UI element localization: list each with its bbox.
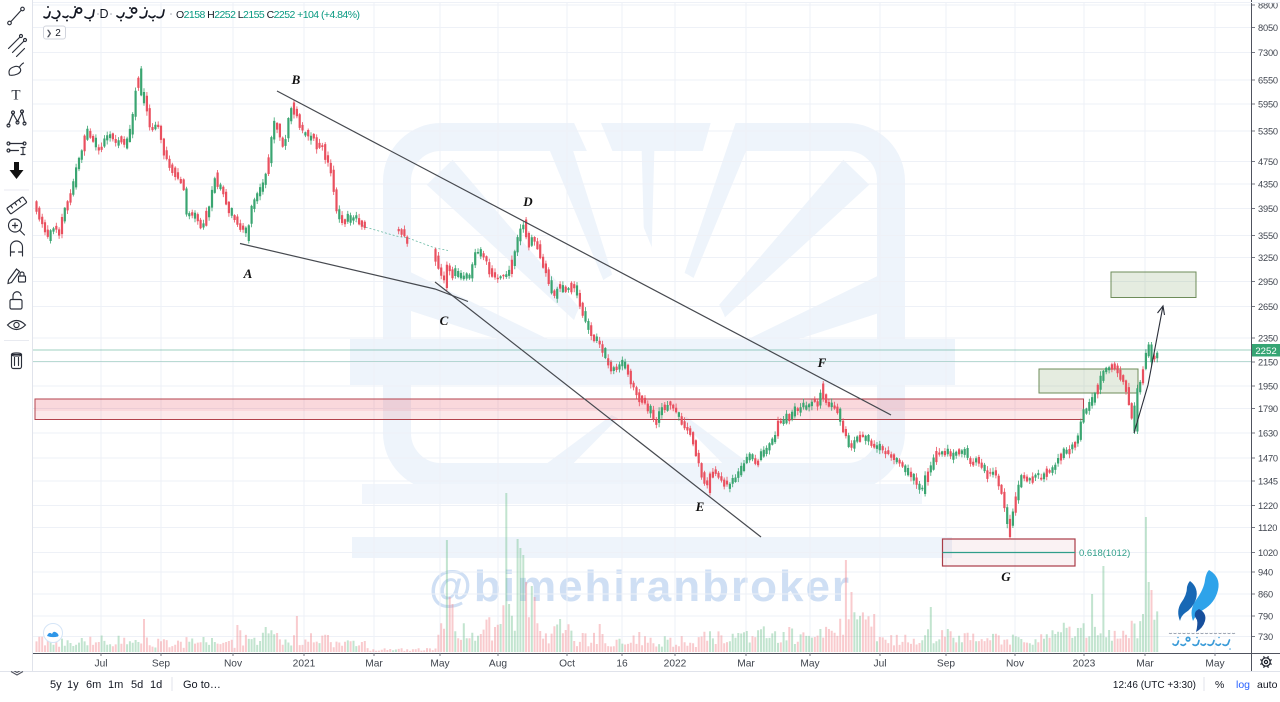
svg-text:3250: 3250 xyxy=(1258,253,1278,263)
svg-text:auto: auto xyxy=(1257,679,1278,691)
svg-text:D: D xyxy=(522,194,533,209)
svg-text:Sep: Sep xyxy=(152,659,170,670)
svg-text:16: 16 xyxy=(616,659,628,670)
svg-text:5350: 5350 xyxy=(1258,126,1278,136)
svg-text:0.618(1012): 0.618(1012) xyxy=(1079,548,1130,559)
svg-text:5950: 5950 xyxy=(1258,99,1278,109)
svg-text:2023: 2023 xyxy=(1073,659,1096,670)
svg-text:Nov: Nov xyxy=(1006,659,1025,670)
svg-text:2022: 2022 xyxy=(664,659,687,670)
svg-text:5d: 5d xyxy=(131,679,143,691)
svg-text:E: E xyxy=(695,499,705,514)
svg-text:6550: 6550 xyxy=(1258,75,1278,85)
svg-text:B: B xyxy=(291,72,301,87)
svg-text:730: 730 xyxy=(1258,632,1273,642)
svg-text:940: 940 xyxy=(1258,567,1273,577)
svg-text:3550: 3550 xyxy=(1258,231,1278,241)
svg-text:8050: 8050 xyxy=(1258,23,1278,33)
svg-text:Nov: Nov xyxy=(224,659,243,670)
svg-text:Go to…: Go to… xyxy=(183,679,221,691)
svg-text:1950: 1950 xyxy=(1258,381,1278,391)
svg-text:1m: 1m xyxy=(108,679,123,691)
svg-text:A: A xyxy=(243,266,253,281)
svg-text:8800: 8800 xyxy=(1258,0,1278,10)
svg-text:1d: 1d xyxy=(150,679,162,691)
svg-text:3950: 3950 xyxy=(1258,204,1278,214)
svg-text:2650: 2650 xyxy=(1258,302,1278,312)
svg-text:May: May xyxy=(1205,659,1225,670)
svg-text:2: 2 xyxy=(55,28,61,39)
svg-text:1220: 1220 xyxy=(1258,501,1278,511)
svg-text:790: 790 xyxy=(1258,611,1273,621)
svg-text:May: May xyxy=(800,659,820,670)
svg-text:1020: 1020 xyxy=(1258,548,1278,558)
svg-text:2252: 2252 xyxy=(1255,346,1276,357)
svg-text:@bimehiranbroker: @bimehiranbroker xyxy=(429,562,851,611)
svg-text:1630: 1630 xyxy=(1258,428,1278,438)
svg-text:F: F xyxy=(817,355,827,370)
svg-text:D: D xyxy=(99,7,108,21)
svg-text:Jul: Jul xyxy=(873,659,886,670)
svg-text:Aug: Aug xyxy=(489,659,507,670)
svg-text:5y: 5y xyxy=(50,679,62,691)
svg-text:O2158 H2252 L2155 C2252 +104 (: O2158 H2252 L2155 C2252 +104 (+4.84%) xyxy=(176,9,360,21)
svg-text:Oct: Oct xyxy=(559,659,575,670)
svg-text:4750: 4750 xyxy=(1258,157,1278,167)
svg-text:4350: 4350 xyxy=(1258,179,1278,189)
svg-text:Mar: Mar xyxy=(365,659,383,670)
svg-text:2150: 2150 xyxy=(1258,357,1278,367)
svg-text:12:46 (UTC +3:30): 12:46 (UTC +3:30) xyxy=(1113,680,1196,691)
svg-text:1470: 1470 xyxy=(1258,453,1278,463)
svg-text:G: G xyxy=(1001,569,1011,584)
svg-text:Sep: Sep xyxy=(937,659,955,670)
svg-text:2950: 2950 xyxy=(1258,277,1278,287)
svg-text:T: T xyxy=(11,88,20,104)
svg-text:7300: 7300 xyxy=(1258,48,1278,58)
svg-text:1345: 1345 xyxy=(1258,476,1278,486)
svg-text:%: % xyxy=(1215,679,1224,691)
svg-text:2350: 2350 xyxy=(1258,333,1278,343)
svg-text:860: 860 xyxy=(1258,589,1273,599)
svg-text:6m: 6m xyxy=(86,679,101,691)
svg-text:Mar: Mar xyxy=(737,659,755,670)
svg-text:May: May xyxy=(430,659,450,670)
svg-text:❯: ❯ xyxy=(46,29,52,38)
svg-text:1790: 1790 xyxy=(1258,404,1278,414)
svg-text:C: C xyxy=(440,313,449,328)
svg-text:Mar: Mar xyxy=(1136,659,1154,670)
svg-text:1y: 1y xyxy=(67,679,79,691)
svg-text:2021: 2021 xyxy=(293,659,316,670)
svg-text:log: log xyxy=(1236,679,1250,691)
svg-text:Jul: Jul xyxy=(94,659,107,670)
svg-text:1120: 1120 xyxy=(1258,523,1277,533)
